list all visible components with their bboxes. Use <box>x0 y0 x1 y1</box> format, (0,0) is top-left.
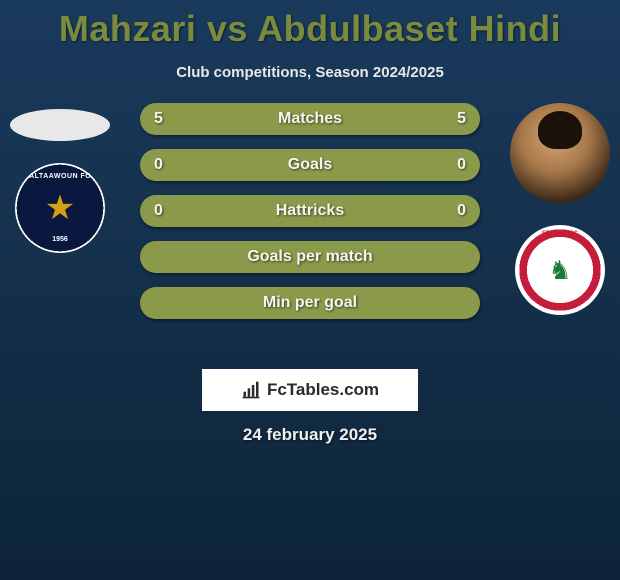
left-club-star-icon: ★ <box>38 186 82 230</box>
subtitle: Club competitions, Season 2024/2025 <box>0 64 620 81</box>
right-club-name: ETTIFAQ F.C <box>515 231 605 237</box>
stat-label: Goals <box>288 156 332 174</box>
right-player-photo <box>510 103 610 203</box>
stat-label: Hattricks <box>276 202 344 220</box>
stat-bars: 5 Matches 5 0 Goals 0 0 Hattricks 0 <box>140 103 480 333</box>
page-title: Mahzari vs Abdulbaset Hindi <box>0 8 620 50</box>
stat-right-value: 5 <box>457 110 466 128</box>
attribution-badge: FcTables.com <box>202 369 418 411</box>
stat-label: Goals per match <box>247 248 372 266</box>
stat-row-min-per-goal: Min per goal <box>140 287 480 319</box>
stat-bar: Min per goal <box>140 287 480 319</box>
left-club-name: ALTAAWOUN FC <box>15 173 105 180</box>
stat-left-value: 0 <box>154 156 163 174</box>
stat-bar: 0 Goals 0 <box>140 149 480 181</box>
stat-left-value: 0 <box>154 202 163 220</box>
attribution-text: FcTables.com <box>267 380 379 400</box>
left-player-column: ALTAAWOUN FC ★ 1956 <box>0 103 120 363</box>
left-club-year: 1956 <box>15 236 105 243</box>
stat-left-value: 5 <box>154 110 163 128</box>
stat-right-value: 0 <box>457 202 466 220</box>
left-club-badge: ALTAAWOUN FC ★ 1956 <box>15 163 105 253</box>
stat-row-goals-per-match: Goals per match <box>140 241 480 273</box>
stat-label: Min per goal <box>263 294 357 312</box>
comparison-card: Mahzari vs Abdulbaset Hindi Club competi… <box>0 0 620 445</box>
stats-area: ALTAAWOUN FC ★ 1956 ETTIFAQ F.C ♞ 5 Matc… <box>0 103 620 363</box>
stat-row-goals: 0 Goals 0 <box>140 149 480 181</box>
right-club-badge: ETTIFAQ F.C ♞ <box>515 225 605 315</box>
left-player-photo <box>10 109 110 141</box>
right-player-column: ETTIFAQ F.C ♞ <box>500 103 620 363</box>
right-club-horse-icon: ♞ <box>548 257 571 283</box>
stat-row-hattricks: 0 Hattricks 0 <box>140 195 480 227</box>
stat-right-value: 0 <box>457 156 466 174</box>
date-text: 24 february 2025 <box>0 425 620 445</box>
chart-icon <box>241 380 261 400</box>
stat-row-matches: 5 Matches 5 <box>140 103 480 135</box>
stat-bar: 0 Hattricks 0 <box>140 195 480 227</box>
stat-bar: 5 Matches 5 <box>140 103 480 135</box>
stat-label: Matches <box>278 110 342 128</box>
stat-bar: Goals per match <box>140 241 480 273</box>
